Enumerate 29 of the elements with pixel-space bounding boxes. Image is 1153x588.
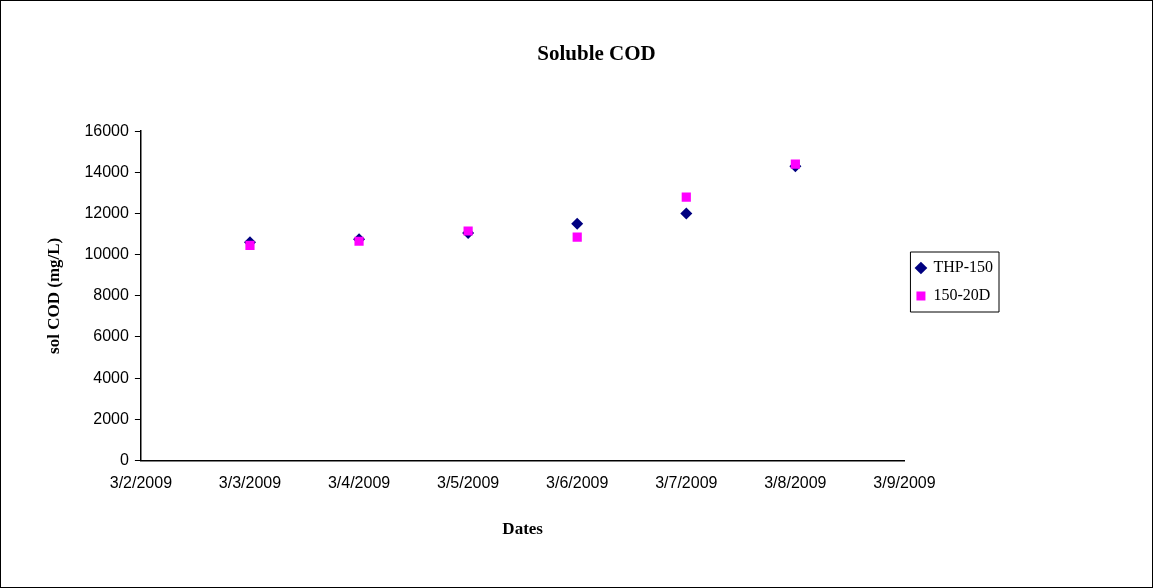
x-axis-title: Dates <box>502 519 544 539</box>
y-tick-label: 14000 <box>84 162 129 180</box>
legend-label: THP-150 <box>933 258 994 276</box>
y-tick-label: 16000 <box>84 121 129 139</box>
y-tick-label: 2000 <box>93 409 129 427</box>
point <box>463 226 473 236</box>
x-tick-label: 3/5/2009 <box>436 474 500 492</box>
point <box>790 159 800 169</box>
x-tick-label: 3/8/2009 <box>764 474 827 492</box>
y-axis-title: sol COD (mg/L) <box>43 237 63 354</box>
chart-title: Soluble COD <box>537 41 656 66</box>
x-tick-label: 3/6/2009 <box>546 474 609 492</box>
point <box>681 192 691 202</box>
y-tick-label: 12000 <box>84 203 129 221</box>
point <box>245 240 255 250</box>
legend-label: 150-20D <box>933 286 991 304</box>
y-tick-label: 6000 <box>93 327 129 345</box>
y-tick-label: 10000 <box>84 245 129 263</box>
point <box>572 232 582 242</box>
x-tick-label: 3/9/2009 <box>873 474 936 492</box>
x-tick-label: 3/2/2009 <box>109 474 173 492</box>
y-tick-label: 4000 <box>93 368 129 386</box>
point <box>571 217 584 230</box>
x-tick-label: 3/7/2009 <box>655 474 718 492</box>
x-tick-label: 3/3/2009 <box>218 474 282 492</box>
y-tick-label: 8000 <box>93 286 129 304</box>
x-tick-label: 3/4/2009 <box>327 474 391 492</box>
point <box>680 207 693 220</box>
y-tick-label: 0 <box>119 450 129 468</box>
